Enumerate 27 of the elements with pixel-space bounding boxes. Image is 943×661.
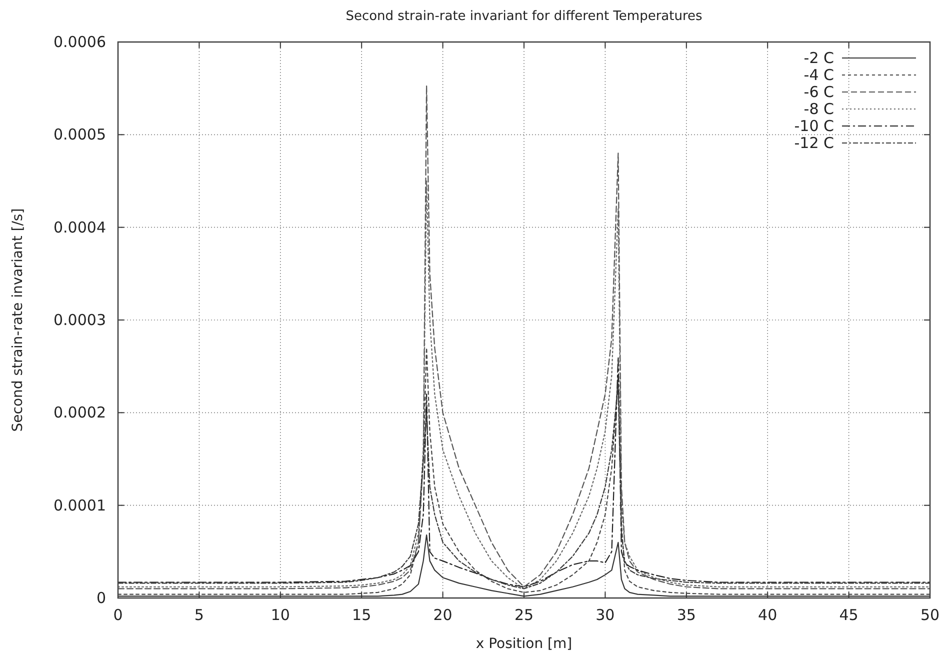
x-tick-label: 20 [433,606,452,624]
y-tick-label: 0.0002 [54,404,106,422]
legend-label: -2 C [804,49,834,67]
y-tick-label: 0.0001 [54,496,106,514]
x-tick-label: 5 [194,606,204,624]
x-tick-label: 25 [514,606,534,624]
x-tick-label: 45 [839,606,858,624]
y-tick-label: 0.0004 [54,218,106,236]
x-tick-label: 10 [270,606,290,624]
x-tick-label: 0 [113,606,123,624]
y-tick-label: 0.0006 [54,33,106,51]
legend-label: -10 C [794,117,834,135]
legend-label: -4 C [804,66,834,84]
chart-title: Second strain-rate invariant for different Temperatures [346,9,703,24]
x-tick-label: 50 [920,606,940,624]
y-tick-label: 0 [96,589,106,607]
x-tick-label: 40 [758,606,778,624]
x-axis-title: x Position [m] [476,636,572,652]
y-axis-title: Second strain-rate invariant [/s] [10,208,26,432]
y-tick-label: 0.0003 [54,311,106,329]
x-tick-label: 35 [676,606,696,624]
y-tick-label: 0.0005 [54,126,106,144]
legend-label: -12 C [794,134,834,152]
x-tick-label: 30 [596,606,615,624]
x-tick-label: 15 [352,606,372,624]
legend-label: -6 C [804,83,834,101]
legend-label: -8 C [804,100,834,118]
